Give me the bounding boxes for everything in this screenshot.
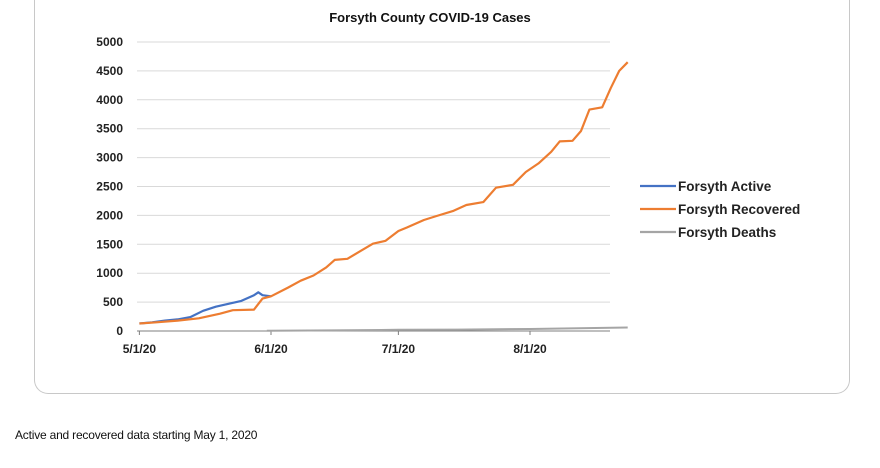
y-tick-label: 3500	[96, 122, 123, 136]
gridlines	[137, 41, 610, 332]
y-tick-label: 500	[103, 295, 123, 309]
y-tick-label: 0	[116, 324, 123, 338]
x-tick-label: 5/1/20	[123, 342, 157, 356]
x-tick-label: 7/1/20	[382, 342, 416, 356]
y-tick-label: 1500	[96, 237, 123, 251]
x-tick-label: 6/1/20	[254, 342, 288, 356]
y-tick-label: 4500	[96, 64, 123, 78]
y-tick-label: 3000	[96, 151, 123, 165]
series-line-2	[266, 326, 628, 332]
legend: Forsyth Active Forsyth Recovered Forsyth D…	[640, 179, 800, 240]
series-lines	[139, 61, 629, 332]
y-tick-label: 2500	[96, 180, 123, 194]
x-axis-tick-labels: 5/1/20 6/1/20 7/1/20 8/1/20	[123, 331, 547, 356]
caption-text: Active and recovered data starting May 1…	[15, 428, 258, 442]
legend-label: Forsyth Deaths	[678, 225, 776, 240]
legend-label: Forsyth Active	[678, 179, 772, 194]
y-tick-label: 2000	[96, 208, 123, 222]
y-axis-tick-labels: 0 500 1000 1500 2000 2500 3000 3500 4000 4500 5000	[96, 35, 123, 338]
y-tick-label: 1000	[96, 266, 123, 280]
legend-label: Forsyth Recovered	[678, 202, 800, 217]
x-tick-label: 8/1/20	[513, 342, 547, 356]
series-line-0	[139, 291, 272, 325]
y-tick-label: 5000	[96, 35, 123, 49]
chart-title: Forsyth County COVID-19 Cases	[329, 10, 531, 25]
chart-frame	[34, 0, 850, 394]
y-tick-label: 4000	[96, 93, 123, 107]
series-line-1	[139, 61, 629, 325]
